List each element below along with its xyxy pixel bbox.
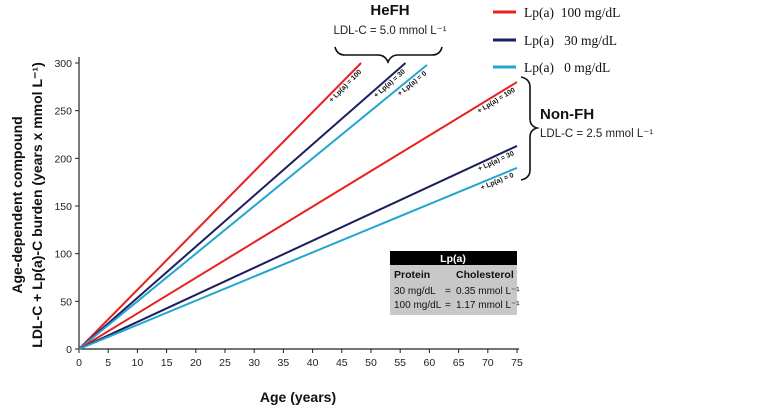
y-tick-label: 150 [54, 201, 72, 213]
y-tick-label: 200 [54, 153, 72, 165]
legend-label-lpa100: Lp(a) 100 mg/dL [524, 5, 620, 20]
x-tick-label: 55 [394, 357, 406, 369]
hefh-title: HeFH [370, 2, 409, 19]
y-axis-title-line1: Age-dependent compound [9, 116, 25, 293]
axes: 0 5 10 15 20 25 30 35 40 45 50 55 60 65 70 75 0 50 100 150 2… [54, 57, 523, 369]
lpa-table-row1-eq: = [445, 286, 451, 297]
lpa-table: Lp(a) Protein Cholesterol 30 mg/dL = 0.3… [390, 251, 520, 315]
series-line-3 [78, 64, 428, 350]
series-line-4 [78, 81, 518, 350]
nonfh-brace [520, 76, 540, 181]
x-tick-label: 15 [161, 357, 173, 369]
x-tick-label: 75 [511, 357, 523, 369]
lpa-table-col-protein: Protein [394, 269, 430, 281]
hefh-brace [334, 46, 443, 65]
legend-label-lpa0: Lp(a) 0 mg/dL [524, 60, 610, 75]
x-tick-label: 5 [105, 357, 111, 369]
x-tick-label: 60 [424, 357, 436, 369]
series-label-4: + Lp(a) = 100 [476, 87, 516, 115]
x-tick-label: 10 [132, 357, 144, 369]
x-tick-label: 30 [248, 357, 260, 369]
nonfh-subtitle: LDL-C = 2.5 mmol L⁻¹ [540, 128, 653, 140]
x-tick-label: 65 [453, 357, 465, 369]
series-line-2 [78, 62, 407, 350]
lpa-table-row2-eq: = [445, 300, 451, 311]
y-tick-label: 300 [54, 58, 72, 70]
y-tick-label: 50 [60, 296, 72, 308]
x-tick-label: 0 [76, 357, 82, 369]
line-labels: + Lp(a) = 100 + Lp(a) = 30+ Lp(a) = 0+ Lp… [328, 68, 516, 191]
lpa-table-row2-cholesterol: 1.17 mmol L⁻¹ [456, 300, 520, 311]
lpa-table-row2-protein: 100 mg/dL [394, 300, 442, 311]
lpa-table-row1-protein: 30 mg/dL [394, 286, 436, 297]
x-tick-label: 50 [365, 357, 377, 369]
series-line-1 [78, 62, 362, 350]
y-axis-title-line2: LDL-C + Lp(a)-C burden (years x mmol L⁻¹… [29, 62, 45, 347]
lpa-table-header-bg [390, 251, 517, 265]
y-axis-title: Age-dependent compound LDL-C + Lp(a)-C b… [9, 62, 45, 347]
y-tick-label: 0 [66, 344, 72, 356]
x-tick-label: 20 [190, 357, 202, 369]
x-tick-label: 35 [278, 357, 290, 369]
x-tick-label: 70 [482, 357, 494, 369]
lpa-table-row1-cholesterol: 0.35 mmol L⁻¹ [456, 286, 520, 297]
lpa-table-col-cholesterol: Cholesterol [456, 269, 514, 281]
series-layer [78, 62, 518, 350]
series-line-6 [78, 166, 518, 350]
x-tick-label: 25 [219, 357, 231, 369]
y-tick-label: 100 [54, 249, 72, 261]
nonfh-title: Non-FH [540, 106, 594, 123]
legend-label-lpa30: Lp(a) 30 mg/dL [524, 33, 617, 48]
x-tick-label: 45 [336, 357, 348, 369]
hefh-subtitle: LDL-C = 5.0 mmol L⁻¹ [333, 25, 446, 37]
lpa-table-title: Lp(a) [440, 253, 466, 265]
series-label-1: + Lp(a) = 100 [328, 69, 363, 104]
series-line-5 [78, 145, 518, 350]
x-axis-title: Age (years) [260, 389, 336, 405]
lpa-table-body-bg [390, 265, 517, 315]
x-tick-label: 40 [307, 357, 319, 369]
legend: Lp(a) 100 mg/dL Lp(a) 30 mg/dL Lp(a) 0 m… [493, 5, 620, 75]
y-tick-label: 250 [54, 106, 72, 118]
